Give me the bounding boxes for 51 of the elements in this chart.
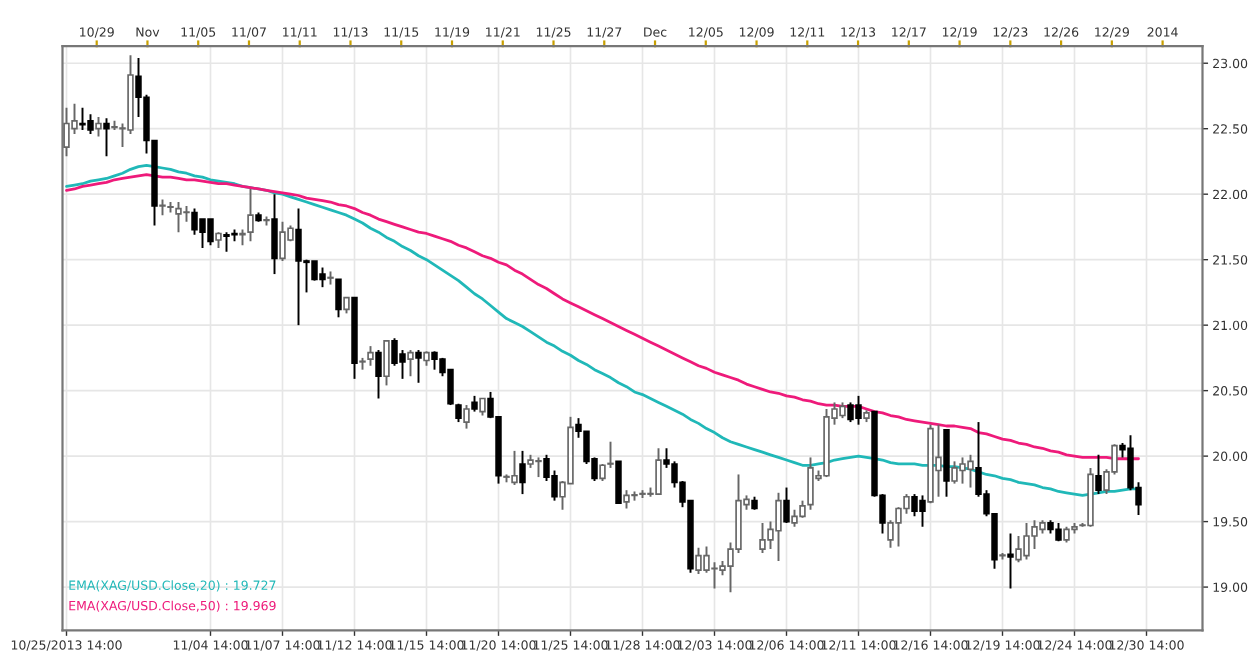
- candlestick: [375, 349, 382, 400]
- candlestick: [279, 220, 286, 262]
- candlestick: [103, 117, 110, 158]
- candlestick: [519, 449, 526, 496]
- candlestick: [335, 278, 342, 319]
- candlestick: [79, 106, 86, 131]
- candlestick: [967, 453, 974, 489]
- candlestick: [63, 106, 70, 158]
- candlestick: [207, 218, 214, 247]
- candlestick: [199, 218, 206, 249]
- candlestick: [431, 350, 438, 371]
- candlestick: [1007, 532, 1014, 590]
- candlestick: [383, 339, 390, 387]
- candlestick: [959, 456, 966, 485]
- candlestick: [95, 115, 102, 138]
- candlestick: [511, 449, 518, 486]
- candlestick: [759, 521, 766, 554]
- candlestick: [295, 207, 302, 327]
- candlestick: [311, 260, 318, 282]
- candlestick: [783, 486, 790, 524]
- candlestick: [807, 456, 814, 511]
- candlestick: [247, 187, 254, 243]
- candlestick: [463, 404, 470, 430]
- candlestick: [1023, 521, 1030, 561]
- candlestick: [951, 460, 958, 485]
- candlestick: [535, 456, 542, 479]
- candlestick: [87, 113, 94, 135]
- candlestick: [855, 394, 862, 426]
- candlestick: [919, 494, 926, 528]
- candlestick: [847, 401, 854, 424]
- candlestick: [1031, 519, 1038, 551]
- candlestick: [695, 546, 702, 575]
- candlestick: [1015, 535, 1022, 564]
- candlestick: [623, 489, 630, 510]
- candlestick: [703, 545, 710, 574]
- candlestick: [911, 493, 918, 518]
- candlestick: [319, 266, 326, 289]
- candlestick: [655, 447, 662, 496]
- candlestick: [935, 423, 942, 498]
- candlestick: [1095, 453, 1102, 496]
- candlestick: [391, 337, 398, 367]
- candlestick: [775, 491, 782, 562]
- candlestick: [175, 201, 182, 234]
- candlestick: [615, 460, 622, 505]
- candlestick: [191, 207, 198, 236]
- candlestick: [415, 349, 422, 384]
- candlestick: [271, 193, 278, 276]
- candlestick: [711, 561, 718, 590]
- candlestick: [223, 231, 230, 253]
- candlestick: [407, 349, 414, 378]
- candlestick: [367, 345, 374, 367]
